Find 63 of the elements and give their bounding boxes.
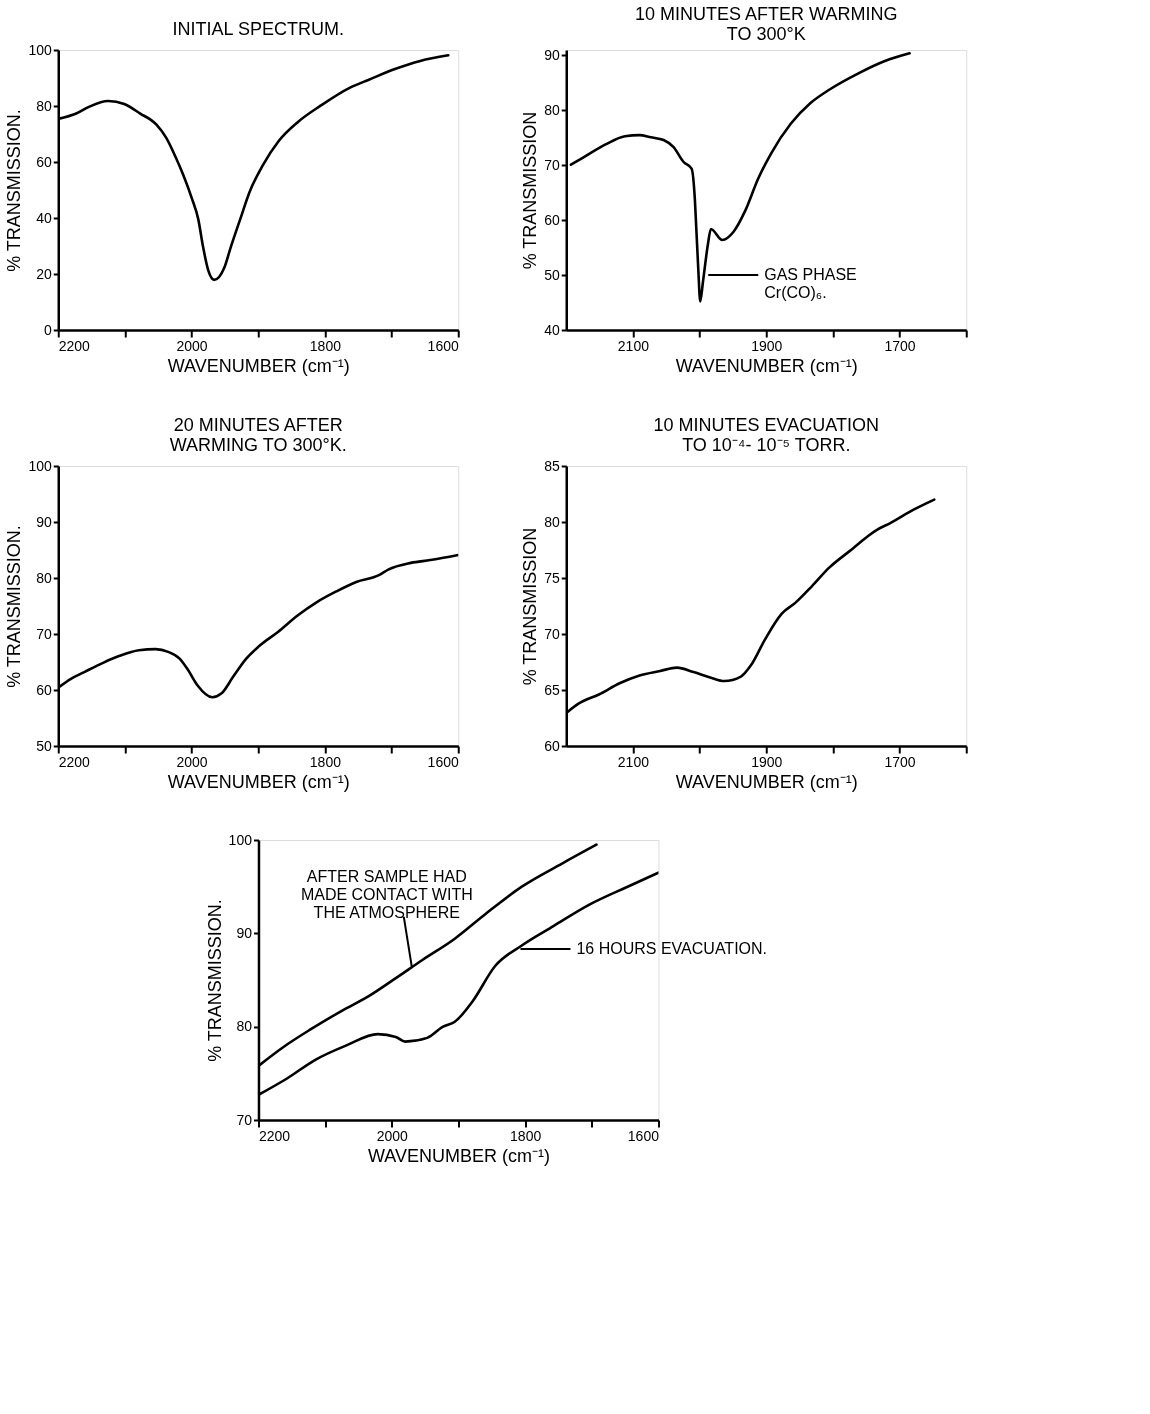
y-tick-label: 50: [544, 266, 560, 283]
x-axis-title: WAVENUMBER (cm⁻¹): [167, 771, 350, 792]
y-axis-title: % TRANSMISSION.: [204, 899, 225, 1062]
annotation: 16 HOURS EVACUATION.: [576, 940, 768, 957]
x-tick-label: 2000: [376, 1127, 409, 1144]
y-tick-label: 90: [36, 513, 52, 530]
y-tick-label: 75: [544, 569, 560, 586]
x-axis-title: WAVENUMBER (cm⁻¹): [367, 1145, 550, 1166]
x-tick-label: 1900: [751, 337, 783, 354]
y-tick-label: 60: [36, 681, 52, 698]
annotation: GAS PHASE Cr(CO)₆.: [764, 266, 857, 301]
x-axis-title: WAVENUMBER (cm⁻¹): [675, 355, 858, 376]
y-tick-label: 60: [36, 153, 52, 170]
y-tick-label: 90: [236, 924, 253, 941]
x-tick-label: 1700: [884, 337, 916, 354]
chart-title: 10 MINUTES EVACUATION TO 10⁻⁴- 10⁻⁵ TORR.: [653, 415, 879, 455]
x-axis-title: WAVENUMBER (cm⁻¹): [167, 355, 350, 376]
y-tick-label: 85: [544, 457, 560, 474]
x-tick-label: 2200: [58, 753, 91, 770]
x-tick-label: 1700: [884, 753, 916, 770]
x-tick-label: 1600: [427, 337, 459, 354]
y-tick-label: 100: [28, 41, 52, 58]
y-tick-label: 80: [36, 569, 52, 586]
y-tick-label: 70: [544, 625, 560, 642]
x-tick-label: 2100: [617, 337, 650, 354]
y-tick-label: 20: [36, 265, 52, 282]
y-tick-label: 90: [544, 46, 560, 63]
y-tick-label: 65: [544, 681, 560, 698]
y-tick-label: 60: [544, 737, 560, 754]
x-tick-label: 2000: [176, 337, 208, 354]
x-tick-label: 1800: [309, 753, 342, 770]
y-tick-label: 40: [544, 321, 560, 338]
y-tick-label: 80: [544, 101, 560, 118]
y-tick-label: 40: [36, 209, 52, 226]
y-axis-title: % TRANSMISSION: [520, 527, 541, 686]
x-tick-label: 2100: [617, 753, 650, 770]
x-tick-label: 2000: [176, 753, 208, 770]
y-tick-label: 60: [544, 211, 560, 228]
y-axis-title: % TRANSMISSION.: [4, 109, 25, 272]
x-tick-label: 1600: [427, 753, 459, 770]
x-tick-label: 2200: [58, 337, 91, 354]
y-tick-label: 70: [236, 1111, 253, 1128]
x-tick-label: 1900: [751, 753, 783, 770]
y-axis-title: % TRANSMISSION.: [4, 525, 25, 688]
y-tick-label: 80: [236, 1018, 253, 1035]
y-tick-label: 70: [36, 625, 52, 642]
y-tick-label: 100: [228, 831, 253, 848]
y-tick-label: 100: [28, 457, 52, 474]
y-tick-label: 80: [36, 97, 52, 114]
chart-title: INITIAL SPECTRUM.: [172, 19, 344, 39]
y-tick-label: 50: [36, 737, 52, 754]
y-tick-label: 80: [544, 513, 560, 530]
annotation: AFTER SAMPLE HAD MADE CONTACT WITH THE ATMOSPHERE: [300, 867, 473, 921]
y-axis-title: % TRANSMISSION: [520, 111, 541, 270]
x-tick-label: 1800: [510, 1127, 542, 1144]
x-tick-label: 1800: [309, 337, 342, 354]
y-tick-label: 70: [544, 156, 560, 173]
chart-title: 10 MINUTES AFTER WARMING TO 300°K: [635, 4, 898, 45]
x-tick-label: 2200: [258, 1127, 291, 1144]
chart-title: 20 MINUTES AFTER WARMING TO 300°K.: [169, 415, 347, 455]
x-axis-title: WAVENUMBER (cm⁻¹): [675, 771, 858, 792]
y-tick-label: 0: [43, 321, 52, 338]
x-tick-label: 1600: [627, 1127, 660, 1144]
